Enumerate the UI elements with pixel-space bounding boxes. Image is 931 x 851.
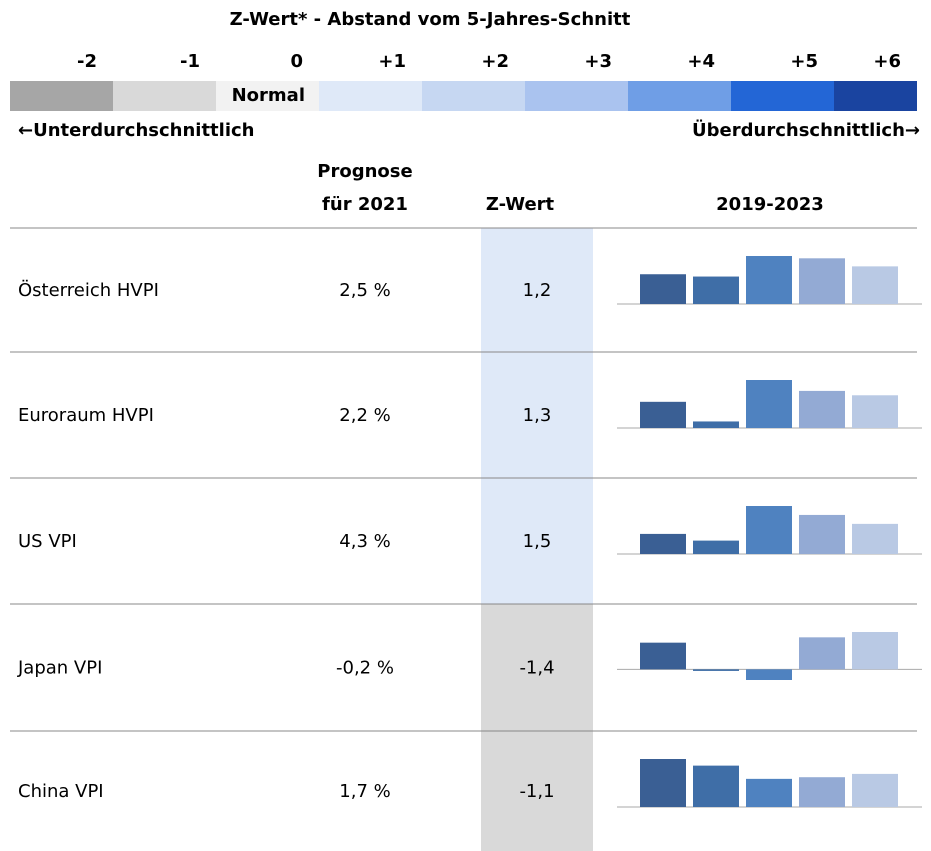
row-forecast: 2,2 % bbox=[339, 405, 390, 426]
z-cell bbox=[481, 478, 593, 604]
spark-bar bbox=[852, 523, 898, 554]
scale-label: -1 bbox=[180, 51, 200, 72]
spark-bar bbox=[693, 765, 739, 807]
spark-bar bbox=[640, 759, 686, 807]
spark-bar bbox=[799, 258, 845, 304]
spark-bar bbox=[799, 777, 845, 807]
scale-note: Normal bbox=[232, 85, 305, 106]
scale-label: -2 bbox=[77, 51, 97, 72]
scale-label: +5 bbox=[790, 51, 818, 72]
scale-box bbox=[422, 81, 525, 111]
row-z: -1,4 bbox=[519, 658, 554, 679]
scale-box bbox=[10, 81, 113, 111]
scale-label: +6 bbox=[873, 51, 901, 72]
z-cell bbox=[481, 228, 593, 352]
scale-label: +3 bbox=[584, 51, 612, 72]
left-hint: ←Unterdurchschnittlich bbox=[18, 120, 254, 141]
spark-bar bbox=[746, 380, 792, 428]
row-forecast: 2,5 % bbox=[339, 280, 390, 301]
row-name: US VPI bbox=[18, 531, 77, 552]
scale-box bbox=[525, 81, 628, 111]
spark-bar bbox=[799, 637, 845, 670]
z-cell bbox=[481, 604, 593, 731]
scale-label: +1 bbox=[378, 51, 406, 72]
row-name: Österreich HVPI bbox=[18, 279, 159, 301]
spark-bar bbox=[693, 421, 739, 428]
spark-bar bbox=[746, 669, 792, 680]
row-forecast: 1,7 % bbox=[339, 781, 390, 802]
scale-box bbox=[628, 81, 731, 111]
scale-box bbox=[319, 81, 422, 111]
spark-bar bbox=[640, 401, 686, 428]
spark-bar bbox=[852, 266, 898, 304]
spark-bar bbox=[746, 256, 792, 304]
row-name: Japan VPI bbox=[17, 658, 102, 679]
spark-bar bbox=[693, 669, 739, 671]
spark-bar bbox=[640, 642, 686, 670]
row-forecast: -0,2 % bbox=[336, 658, 394, 679]
column-header: Prognose für 2021 bbox=[317, 161, 412, 215]
column-header: 2019-2023 bbox=[716, 194, 824, 215]
row-z: 1,5 bbox=[523, 531, 552, 552]
spark-bar bbox=[852, 632, 898, 670]
scale-box bbox=[834, 81, 917, 111]
row-z: -1,1 bbox=[519, 781, 554, 802]
spark-bar bbox=[746, 506, 792, 554]
column-header: Z-Wert bbox=[486, 194, 555, 215]
row-z: 1,3 bbox=[523, 405, 552, 426]
z-cell bbox=[481, 731, 593, 851]
scale-label: +4 bbox=[687, 51, 715, 72]
spark-bar bbox=[799, 514, 845, 554]
title: Z-Wert* - Abstand vom 5-Jahres-Schnitt bbox=[230, 9, 631, 30]
z-cell bbox=[481, 352, 593, 478]
scale-box bbox=[731, 81, 834, 111]
spark-bar bbox=[693, 276, 739, 304]
row-name: China VPI bbox=[18, 781, 104, 802]
spark-bar bbox=[852, 395, 898, 428]
row-forecast: 4,3 % bbox=[339, 531, 390, 552]
scale-box bbox=[216, 81, 319, 111]
scale-label: +2 bbox=[481, 51, 509, 72]
spark-bar bbox=[852, 773, 898, 807]
scale-label: 0 bbox=[290, 51, 303, 72]
spark-bar bbox=[640, 533, 686, 554]
spark-bar bbox=[640, 274, 686, 304]
right-hint: Überdurchschnittlich→ bbox=[692, 119, 920, 141]
row-name: Euroraum HVPI bbox=[18, 405, 154, 426]
spark-bar bbox=[693, 540, 739, 554]
scale-box bbox=[113, 81, 216, 111]
row-z: 1,2 bbox=[523, 280, 552, 301]
spark-bar bbox=[799, 390, 845, 428]
spark-bar bbox=[746, 778, 792, 807]
